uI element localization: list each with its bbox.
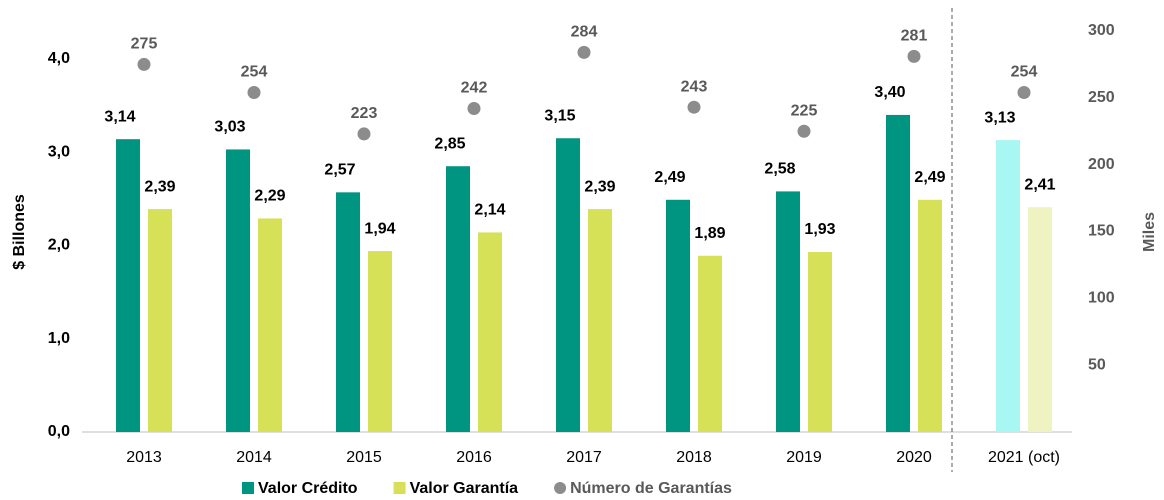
data-label: 281 [901, 28, 928, 45]
y-tick-label: 3,0 [48, 143, 70, 160]
data-label: 2,49 [914, 169, 945, 186]
point [687, 100, 701, 114]
bar [446, 166, 470, 432]
y2-axis-title: Miles [1141, 212, 1158, 252]
y-tick-label: 1,0 [48, 330, 70, 347]
data-label: 225 [791, 102, 818, 119]
point [577, 45, 591, 59]
x-tick-label: 2021 (oct) [988, 449, 1060, 466]
point [1017, 85, 1031, 99]
data-label: 2,58 [764, 161, 795, 178]
x-tick-label: 2015 [346, 449, 382, 466]
bar [556, 138, 580, 432]
data-label: 243 [681, 78, 708, 95]
x-tick-label: 2017 [566, 449, 602, 466]
bar [336, 192, 360, 432]
data-label: 1,94 [364, 220, 395, 237]
y2-tick-label: 300 [1088, 22, 1115, 39]
y-tick-label: 0,0 [48, 423, 70, 440]
bar [478, 232, 502, 432]
point [357, 127, 371, 141]
data-label: 3,15 [544, 107, 575, 124]
data-label: 3,40 [874, 84, 905, 101]
bar [776, 191, 800, 432]
data-label: 2,39 [144, 178, 175, 195]
legend-label: Valor Garantía [410, 480, 519, 497]
bar [666, 199, 690, 432]
data-label: 223 [351, 105, 378, 122]
data-label: 3,14 [104, 108, 135, 125]
data-label: 275 [131, 36, 158, 53]
point [907, 49, 921, 63]
bar [996, 140, 1020, 432]
bar [258, 218, 282, 432]
data-label: 254 [1011, 64, 1038, 81]
y2-tick-label: 100 [1088, 290, 1115, 307]
legend-marker [393, 482, 406, 494]
data-label: 1,89 [694, 225, 725, 242]
y2-tick-label: 250 [1088, 89, 1115, 106]
bar [588, 209, 612, 432]
data-label: 2,29 [254, 188, 285, 205]
legend-marker [242, 482, 254, 494]
point [247, 85, 261, 99]
y2-tick-label: 200 [1088, 156, 1115, 173]
y2-tick-label: 150 [1088, 223, 1115, 240]
bar [698, 255, 722, 432]
legend-label: Número de Garantías [570, 480, 732, 497]
data-label: 242 [461, 80, 488, 97]
data-label: 2,57 [324, 162, 355, 179]
y-tick-label: 2,0 [48, 237, 70, 254]
y-tick-label: 4,0 [48, 50, 70, 67]
data-label: 3,13 [984, 109, 1015, 126]
point [467, 102, 481, 116]
bar [886, 114, 910, 432]
y-axis-title: $ Billones [11, 194, 28, 270]
x-tick-label: 2016 [456, 449, 492, 466]
bar [368, 251, 392, 432]
legend-label: Valor Crédito [258, 480, 358, 497]
data-label: 2,49 [654, 169, 685, 186]
bar [1028, 207, 1052, 432]
bar [918, 199, 942, 432]
y2-tick-label: 50 [1088, 356, 1106, 373]
legend-marker [554, 482, 567, 494]
data-label: 254 [241, 64, 268, 81]
bar [116, 139, 140, 432]
bar [148, 209, 172, 432]
bar [808, 252, 832, 432]
data-label: 2,39 [584, 178, 615, 195]
data-label: 2,85 [434, 135, 465, 152]
x-tick-label: 2013 [126, 449, 162, 466]
bar [226, 149, 250, 433]
x-tick-label: 2018 [676, 449, 712, 466]
data-label: 2,41 [1024, 176, 1055, 193]
data-label: 1,93 [804, 221, 835, 238]
x-tick-label: 2014 [236, 449, 272, 466]
data-label: 2,14 [474, 202, 505, 219]
data-label: 3,03 [214, 119, 245, 136]
x-tick-label: 2020 [896, 449, 932, 466]
point [137, 57, 151, 71]
data-label: 284 [571, 24, 598, 41]
point [797, 124, 811, 138]
x-tick-label: 2019 [786, 449, 822, 466]
